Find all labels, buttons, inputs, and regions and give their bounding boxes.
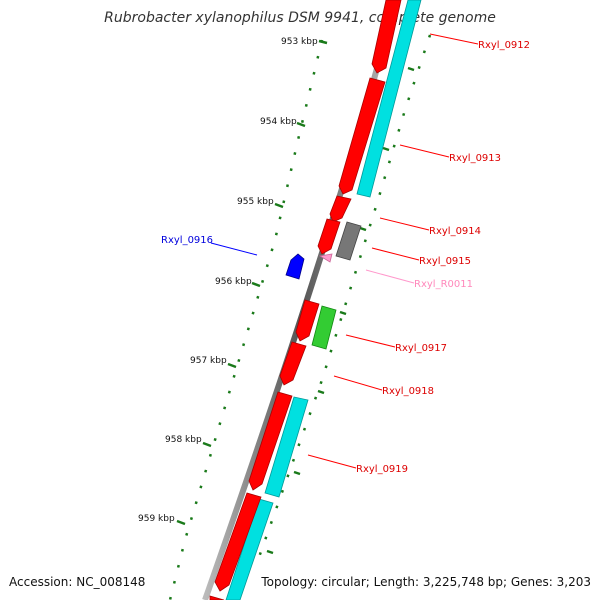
cds-rxyl-0917: [295, 299, 320, 342]
label-rxyl-0915: Rxyl_0915: [419, 256, 471, 267]
outer-ring-ticks: [266, 66, 415, 555]
tick-label-955: 955 kbp: [237, 197, 274, 207]
cds-rxyl-0915: [317, 218, 341, 255]
cyan-block-3: [225, 498, 274, 600]
label-rxyl-0912: Rxyl_0912: [478, 40, 530, 51]
tick-957: [227, 362, 237, 369]
cyan-features: [225, 0, 422, 600]
label-rxyl-0916: Rxyl_0916: [161, 235, 213, 246]
pseudo-block: [335, 221, 362, 261]
label-rxyl-r0011: Rxyl_R0011: [414, 279, 473, 290]
map-title: Rubrobacter xylanophilus DSM 9941, compl…: [104, 10, 496, 26]
tick-label-956: 956 kbp: [215, 277, 252, 287]
tick-label-954: 954 kbp: [260, 117, 297, 127]
forward-cds-track: [209, 0, 402, 600]
tick-959: [176, 519, 186, 526]
tick-label-957: 957 kbp: [190, 356, 227, 366]
cds-rxyl-0912: [371, 0, 402, 74]
cds-next: [214, 492, 262, 592]
cds-rxyl-0919: [248, 391, 293, 491]
tick-953: [318, 39, 328, 45]
label-rxyl-0918: Rxyl_0918: [382, 386, 434, 397]
tick-label-958: 958 kbp: [165, 435, 202, 445]
gene-labels: Rxyl_0912 Rxyl_0913 Rxyl_0914 Rxyl_0915 …: [161, 40, 530, 475]
cds-bottom: [209, 595, 225, 600]
tick-955: [274, 202, 284, 209]
genome-summary-text: Topology: circular; Length: 3,225,748 bp…: [260, 575, 591, 589]
label-rxyl-0913: Rxyl_0913: [449, 153, 501, 164]
rna-rxyl-r0011: [318, 253, 333, 263]
label-rxyl-0914: Rxyl_0914: [429, 226, 481, 237]
footer-backdrop-right: [258, 572, 596, 592]
label-rxyl-0919: Rxyl_0919: [356, 464, 408, 475]
tick-954: [296, 121, 306, 128]
green-block: [311, 305, 337, 350]
cyan-block-1: [356, 0, 422, 198]
leader-lines: [210, 33, 479, 469]
cds-rxyl-0914: [329, 195, 352, 223]
footer-backdrop-left: [6, 572, 148, 592]
tick-958: [202, 441, 212, 448]
label-rxyl-0917: Rxyl_0917: [395, 343, 447, 354]
accession-text: Accession: NC_008148: [9, 575, 145, 589]
tick-956: [251, 281, 261, 288]
cyan-block-2: [264, 396, 309, 498]
cds-rxyl-0916: [285, 253, 305, 280]
cds-rxyl-0918: [279, 341, 307, 386]
tick-label-953: 953 kbp: [281, 37, 318, 47]
scale-ticks: 953 kbp 954 kbp 955 kbp 956 kbp 957 kbp …: [138, 37, 328, 526]
cds-rxyl-0913: [338, 77, 386, 195]
tick-label-959: 959 kbp: [138, 514, 175, 524]
